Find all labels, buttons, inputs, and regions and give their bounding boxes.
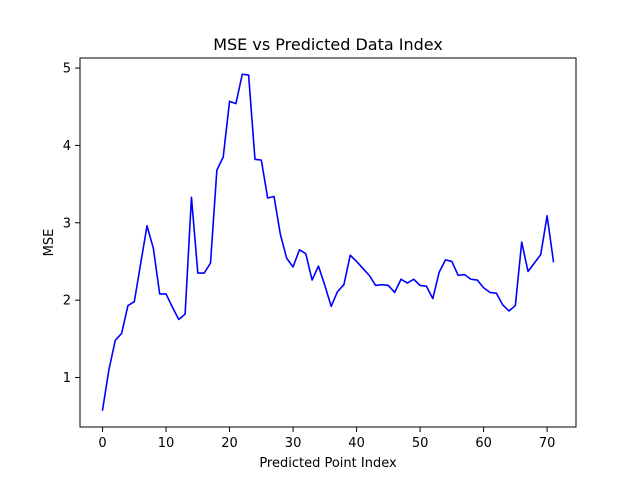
x-tick-label: 40: [348, 436, 365, 451]
x-tick-label: 10: [158, 436, 175, 451]
x-tick-label: 0: [98, 436, 106, 451]
y-axis-ticks: 1 2 3 4 5: [63, 62, 80, 386]
x-axis-label: Predicted Point Index: [259, 456, 397, 471]
y-tick-label: 2: [63, 294, 71, 309]
axes-frame: [79, 57, 577, 428]
x-tick-label: 60: [475, 436, 492, 451]
y-axis-label: MSE: [42, 229, 57, 257]
y-tick-label: 3: [63, 216, 71, 231]
y-tick-label: 4: [63, 139, 71, 154]
y-tick-label: 1: [63, 371, 71, 386]
x-tick-label: 70: [539, 436, 556, 451]
y-tick-label: 5: [63, 62, 71, 77]
chart-title: MSE vs Predicted Data Index: [213, 35, 443, 54]
plot-area: [101, 73, 555, 411]
x-axis-ticks: 0 10 20 30 40 50 60 70: [98, 427, 555, 451]
x-tick-label: 20: [221, 436, 238, 451]
x-tick-label: 30: [285, 436, 302, 451]
x-tick-label: 50: [412, 436, 429, 451]
series-line-mse: [101, 73, 555, 411]
